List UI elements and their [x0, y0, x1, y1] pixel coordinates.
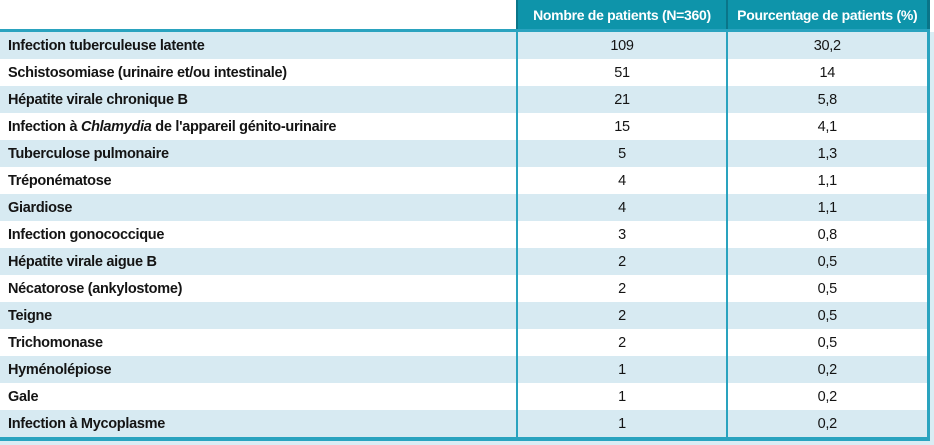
row-label: Trichomonase: [8, 334, 103, 351]
table-row: Nécatorose (ankylostome) 2 0,5: [0, 275, 930, 302]
percent-cell: 30,2: [726, 30, 930, 59]
row-label: Tréponématose: [8, 172, 112, 189]
percent-cell: 0,2: [726, 383, 930, 410]
table-row: Teigne 2 0,5: [0, 302, 930, 329]
row-label: Infection gonococcique: [8, 226, 165, 243]
row-label: Infection à Mycoplasme: [0, 410, 517, 439]
table-row: Schistosomiase (urinaire et/ou intestina…: [0, 59, 930, 86]
table-row: Infection à Mycoplasme 1 0,2: [0, 410, 930, 439]
patients-count-cell: 109: [516, 30, 727, 59]
percent-cell: 1,1: [726, 194, 930, 221]
table-body: Infection tuberculeuse latente 109 30,2 …: [0, 30, 930, 439]
patients-count-cell: 1: [516, 356, 727, 383]
patients-count-cell: 2: [516, 248, 727, 275]
patients-count-cell: 4: [516, 194, 727, 221]
table-row: Hépatite virale chronique B 21 5,8: [0, 86, 930, 113]
header-row: Nombre de patients (N=360) Pourcentage d…: [0, 0, 930, 32]
row-label: Nécatorose (ankylostome): [8, 280, 183, 297]
patients-count-cell: 2: [516, 275, 727, 302]
patients-count-cell: 2: [516, 302, 727, 329]
table-row: Hépatite virale aigue B 2 0,5: [0, 248, 930, 275]
table-row: Infection gonococcique 3 0,8: [0, 221, 930, 248]
patients-count-cell: 21: [516, 86, 727, 113]
percent-cell: 0,8: [726, 221, 930, 248]
patients-count-cell: 1: [516, 383, 727, 410]
percent-cell: 14: [726, 59, 930, 86]
row-label: Hyménolépiose: [0, 356, 517, 383]
row-label: Infection à Chlamydia de l'appareil géni…: [8, 118, 337, 135]
patients-count-cell: 3: [516, 221, 727, 248]
table-row: Infection à Chlamydia de l'appareil géni…: [0, 113, 930, 140]
row-label: Tuberculose pulmonaire: [0, 140, 517, 167]
patients-count-cell: 5: [516, 140, 727, 167]
table-row: Infection tuberculeuse latente 109 30,2: [0, 30, 930, 59]
percent-cell: 0,5: [726, 329, 930, 356]
percent-cell: 0,5: [726, 248, 930, 275]
percent-cell: 0,5: [726, 275, 930, 302]
table-row: Tuberculose pulmonaire 5 1,3: [0, 140, 930, 167]
row-label: Infection tuberculeuse latente: [0, 30, 517, 59]
row-label: Hépatite virale chronique B: [0, 86, 517, 113]
percent-cell: 0,5: [726, 302, 930, 329]
table-row: Gale 1 0,2: [0, 383, 930, 410]
table-row: Trichomonase 2 0,5: [0, 329, 930, 356]
percent-cell: 1,1: [726, 167, 930, 194]
table-row: Tréponématose 4 1,1: [0, 167, 930, 194]
row-label: Hépatite virale aigue B: [0, 248, 517, 275]
table-row: Giardiose 4 1,1: [0, 194, 930, 221]
row-label: Schistosomiase (urinaire et/ou intestina…: [8, 64, 287, 81]
row-label: Giardiose: [0, 194, 517, 221]
patients-count-cell: 15: [516, 113, 727, 140]
percent-cell: 1,3: [726, 140, 930, 167]
row-label: Gale: [8, 388, 39, 405]
percent-cell: 5,8: [726, 86, 930, 113]
row-label: Teigne: [0, 302, 517, 329]
header-percent: Pourcentage de patients (%): [726, 0, 930, 32]
table-row: Hyménolépiose 1 0,2: [0, 356, 930, 383]
percent-cell: 0,2: [726, 410, 930, 439]
percent-cell: 0,2: [726, 356, 930, 383]
table-header: Nombre de patients (N=360) Pourcentage d…: [0, 0, 930, 32]
header-empty-cell: [0, 0, 517, 32]
patients-count-cell: 2: [516, 329, 727, 356]
patients-count-cell: 1: [516, 410, 727, 439]
header-patients-count: Nombre de patients (N=360): [516, 0, 727, 32]
patients-count-cell: 51: [516, 59, 727, 86]
patients-count-cell: 4: [516, 167, 727, 194]
percent-cell: 4,1: [726, 113, 930, 140]
